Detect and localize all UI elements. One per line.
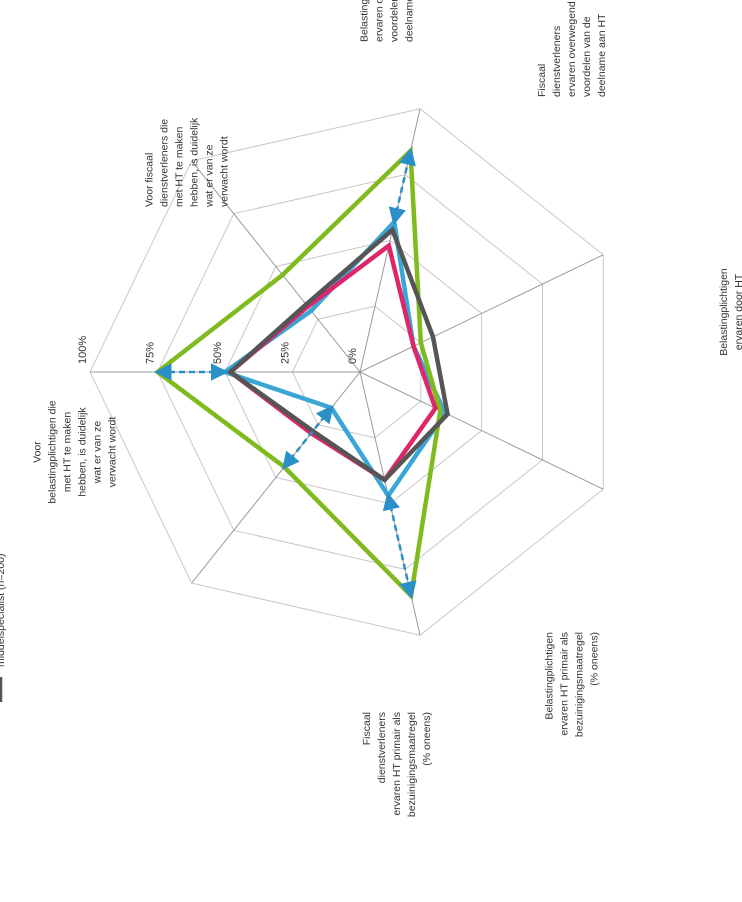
axis-spoke bbox=[191, 160, 361, 373]
difference-arrows bbox=[154, 147, 417, 600]
axis-label-line: verwacht wordt bbox=[107, 417, 119, 488]
axis-label-line: dienstverleners bbox=[376, 712, 388, 783]
axis-label-line: Voor bbox=[32, 441, 44, 463]
axis-label-line: verwacht wordt bbox=[219, 136, 231, 207]
radar-series bbox=[153, 145, 450, 601]
axis-label-line: (% oneens) bbox=[421, 712, 433, 766]
axis-label-line: wat er van ze bbox=[204, 144, 216, 208]
radar-tick-labels: 0% 25% 50% 75% 100% bbox=[77, 336, 359, 364]
axis-label-line: bezuinigingsmaatregel bbox=[574, 632, 586, 737]
axis-spoke bbox=[359, 371, 604, 490]
axis-label-line: wat er van ze bbox=[92, 421, 104, 485]
axis-label-line: (% oneens) bbox=[589, 632, 601, 686]
tick-label: 0% bbox=[347, 348, 359, 364]
tick-label: 100% bbox=[77, 336, 89, 364]
axis-label-line: voordelen van de bbox=[389, 0, 401, 42]
tick-label: 25% bbox=[280, 342, 292, 364]
axis-label-line: Belastingplichtigen bbox=[359, 0, 371, 42]
axis-label-line: ervaren HT primair als bbox=[559, 632, 571, 736]
axis-label: Belastingplichtigen ervaren HT primair al… bbox=[544, 632, 601, 737]
radar-axis-labels: Voor belastingplichtigen die met HT te mak… bbox=[32, 0, 742, 817]
axis-label-line: Voor fiscaal bbox=[144, 153, 156, 207]
axis-label-line: Fiscaal bbox=[536, 64, 548, 97]
axis-label-line: dienstverleners bbox=[551, 26, 563, 97]
axis-label-line: dienstverleners die bbox=[159, 119, 171, 207]
axis-label-line: ervaren overwegend bbox=[374, 0, 386, 42]
axis-label-line: Fiscaal bbox=[361, 712, 373, 745]
grid-ring bbox=[89, 108, 604, 636]
grid-ring bbox=[156, 174, 543, 570]
series-line bbox=[220, 217, 448, 500]
axis-label-line: ervaren HT primair als bbox=[391, 712, 403, 816]
axis-label-line: hebben, is duidelijk bbox=[77, 407, 89, 497]
axis-label-line: bezuinigingsmaatregel bbox=[406, 712, 418, 817]
axis-label-line: deelname aan HT bbox=[404, 0, 416, 42]
difference-arrow bbox=[382, 492, 417, 600]
chart-rotated-group: 0% 25% 50% 75% 100% Voor belastingplichtigen … bbox=[0, 0, 742, 817]
axis-label-line: Belastingplichtigen bbox=[718, 268, 730, 356]
series-line bbox=[153, 145, 443, 601]
tick-label: 50% bbox=[212, 342, 224, 364]
tick-label: 75% bbox=[145, 342, 157, 364]
axis-label-line: met HT te maken bbox=[174, 127, 186, 207]
axis-spoke bbox=[359, 254, 604, 373]
axis-label: Fiscaal dienstverleners ervaren HT primair… bbox=[361, 712, 433, 817]
difference-arrow bbox=[282, 405, 334, 470]
axis-label-line: ervaren door HT bbox=[733, 273, 742, 350]
axis-label-line: belastingplichtigen die bbox=[47, 400, 59, 503]
legend-label: middelspecialist (n=200) bbox=[0, 553, 7, 667]
axis-label: Voor fiscaal dienstverleners die met HT te… bbox=[144, 117, 231, 208]
chart-legend: klantcoördinator (n=276)leidinggevende (… bbox=[0, 553, 7, 702]
axis-label: Fiscaal dienstverleners ervaren overwegend… bbox=[536, 1, 608, 97]
axis-label-line: hebben, is duidelijk bbox=[189, 117, 201, 207]
axis-label-line: deelname aan HT bbox=[596, 13, 608, 97]
difference-arrow bbox=[388, 147, 416, 226]
axis-label-line: Belastingplichtigen bbox=[544, 632, 556, 720]
axis-label-line: ervaren overwegend bbox=[566, 1, 578, 97]
axis-label-line: voordelen van de bbox=[581, 16, 593, 97]
axis-label: Voor belastingplichtigen die met HT te mak… bbox=[32, 400, 119, 503]
axis-label-line: met HT te maken bbox=[62, 412, 74, 492]
